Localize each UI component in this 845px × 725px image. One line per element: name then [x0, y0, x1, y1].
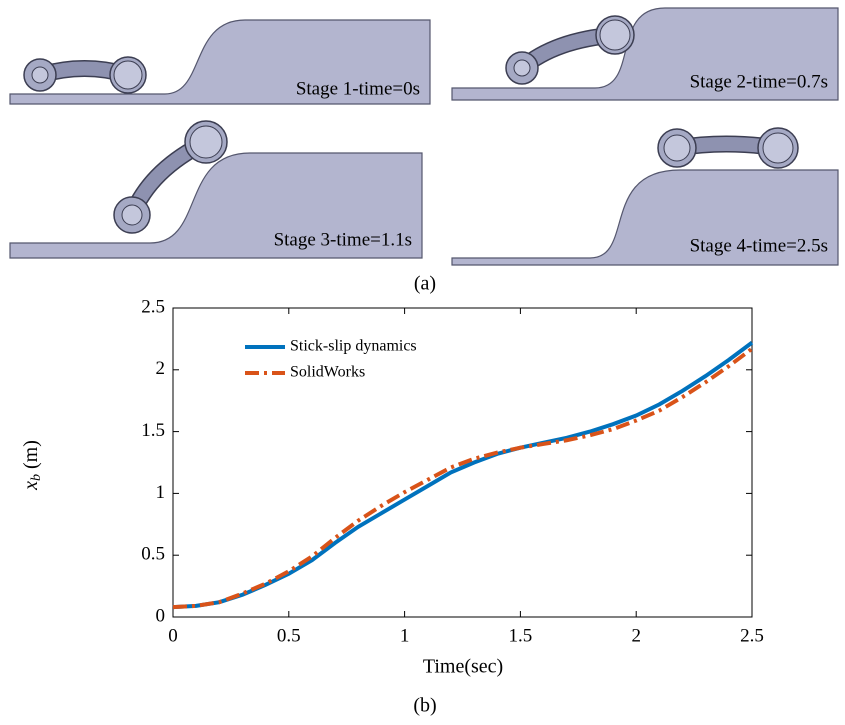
data-line	[172, 347, 754, 610]
x-tick-label: 2	[631, 625, 641, 646]
stage-label: Stage 2-time=0.7s	[690, 71, 828, 92]
y-axis-label: xb (m)	[20, 440, 45, 491]
legend-label: Stick-slip dynamics	[290, 338, 417, 355]
stage-panel: Stage 3-time=1.1s	[9, 120, 423, 259]
caption: (a)	[414, 273, 436, 295]
data-line	[172, 341, 754, 610]
x-tick-label: 2.5	[740, 625, 764, 646]
stage-label: Stage 3-time=1.1s	[274, 229, 412, 250]
y-tick-label: 0	[156, 605, 166, 626]
y-tick-label: 1	[156, 482, 166, 503]
caption: (b)	[413, 695, 436, 717]
x-tick-label: 1	[400, 625, 410, 646]
stage-panel: Stage 4-time=2.5s	[451, 127, 839, 266]
x-tick-label: 0.5	[277, 625, 301, 646]
stage-panel: Stage 2-time=0.7s	[451, 7, 839, 101]
legend-label: SolidWorks	[290, 364, 365, 381]
y-tick-label: 2.5	[141, 296, 165, 317]
x-tick-label: 0	[168, 625, 178, 646]
y-tick-label: 1.5	[141, 420, 165, 441]
x-tick-label: 1.5	[509, 625, 533, 646]
y-tick-label: 0.5	[141, 544, 165, 565]
plot-frame	[172, 307, 753, 618]
stage-panel: Stage 1-time=0s	[9, 19, 431, 105]
stage-label: Stage 1-time=0s	[296, 78, 420, 99]
y-label-subscript: b	[29, 474, 44, 481]
y-tick-label: 2	[156, 358, 166, 379]
stage-label: Stage 4-time=2.5s	[690, 235, 828, 256]
x-axis-label: Time(sec)	[423, 656, 503, 678]
y-label-unit: (m)	[20, 440, 42, 469]
y-label-symbol: x	[20, 481, 42, 491]
